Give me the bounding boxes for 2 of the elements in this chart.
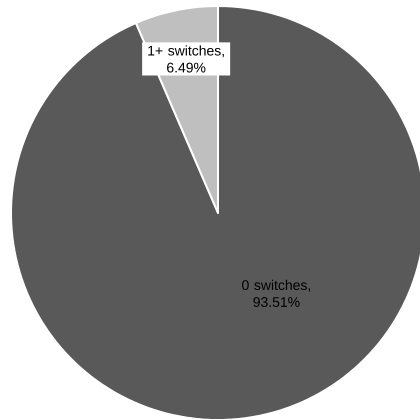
data-label: 0 switches, 93.51%	[242, 280, 310, 307]
data-label: 1+ switches, 6.49%	[148, 45, 224, 73]
